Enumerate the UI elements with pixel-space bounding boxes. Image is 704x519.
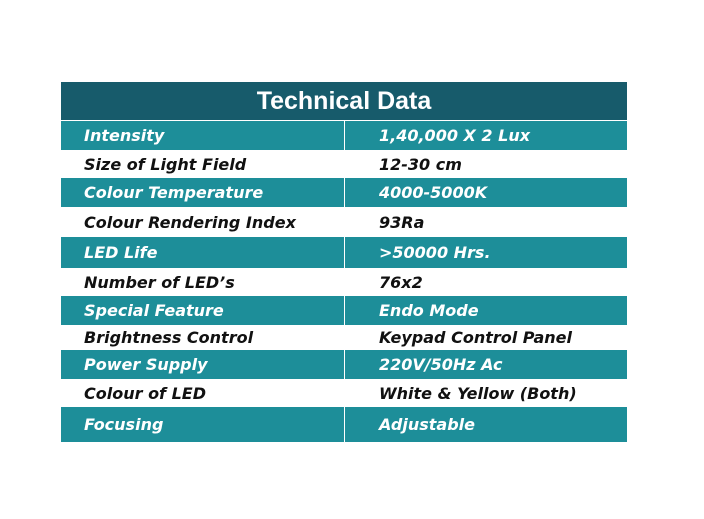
spec-value: Keypad Control Panel xyxy=(345,325,627,350)
spec-value: 76x2 xyxy=(345,268,627,296)
table-row: Number of LED’s 76x2 xyxy=(61,268,627,296)
spec-label: Size of Light Field xyxy=(61,150,344,178)
spec-value: 93Ra xyxy=(345,207,627,237)
spec-label: Number of LED’s xyxy=(61,268,344,296)
table-row: Colour Rendering Index 93Ra xyxy=(61,207,627,237)
table-row: Special Feature Endo Mode xyxy=(61,296,627,325)
spec-label: Brightness Control xyxy=(61,325,344,350)
table-row: LED Life >50000 Hrs. xyxy=(61,237,627,268)
spec-value: >50000 Hrs. xyxy=(345,237,627,268)
spec-label: Colour Temperature xyxy=(61,178,344,207)
table-row: Power Supply 220V/50Hz Ac xyxy=(61,350,627,379)
table-row: Colour Temperature 4000-5000K xyxy=(61,178,627,207)
spec-value: 12-30 cm xyxy=(345,150,627,178)
spec-label: Power Supply xyxy=(61,350,344,379)
table-row: Colour of LED White & Yellow (Both) xyxy=(61,379,627,407)
table-title: Technical Data xyxy=(61,82,627,120)
spec-value: 4000-5000K xyxy=(345,178,627,207)
spec-label: Special Feature xyxy=(61,296,344,325)
table-row: Focusing Adjustable xyxy=(61,407,627,442)
spec-value: White & Yellow (Both) xyxy=(345,379,627,407)
spec-label: Focusing xyxy=(61,407,344,442)
spec-value: 1,40,000 X 2 Lux xyxy=(345,121,627,150)
spec-label: Colour of LED xyxy=(61,379,344,407)
spec-label: Intensity xyxy=(61,121,344,150)
spec-value: Adjustable xyxy=(345,407,627,442)
table-row: Size of Light Field 12-30 cm xyxy=(61,150,627,178)
table-row: Brightness Control Keypad Control Panel xyxy=(61,325,627,350)
spec-label: Colour Rendering Index xyxy=(61,207,344,237)
table-row: Intensity 1,40,000 X 2 Lux xyxy=(61,121,627,150)
spec-table: Intensity 1,40,000 X 2 Lux Size of Light F… xyxy=(61,121,627,442)
spec-label: LED Life xyxy=(61,237,344,268)
spec-value: 220V/50Hz Ac xyxy=(345,350,627,379)
spec-value: Endo Mode xyxy=(345,296,627,325)
